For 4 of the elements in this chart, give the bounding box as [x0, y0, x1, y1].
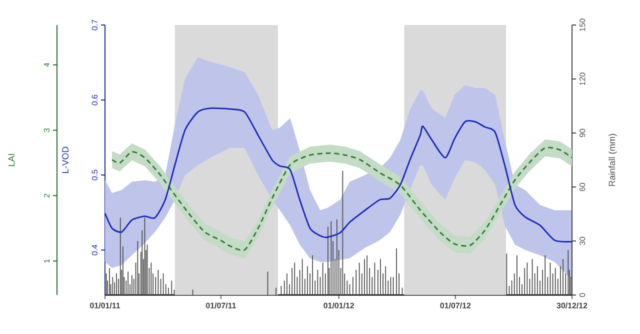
y2-axis-title: Rainfall (mm): [608, 134, 617, 186]
y-axis-title: L-VOD: [62, 146, 68, 173]
y3-axis-title: LAI: [8, 154, 14, 166]
line-series: [105, 107, 572, 242]
